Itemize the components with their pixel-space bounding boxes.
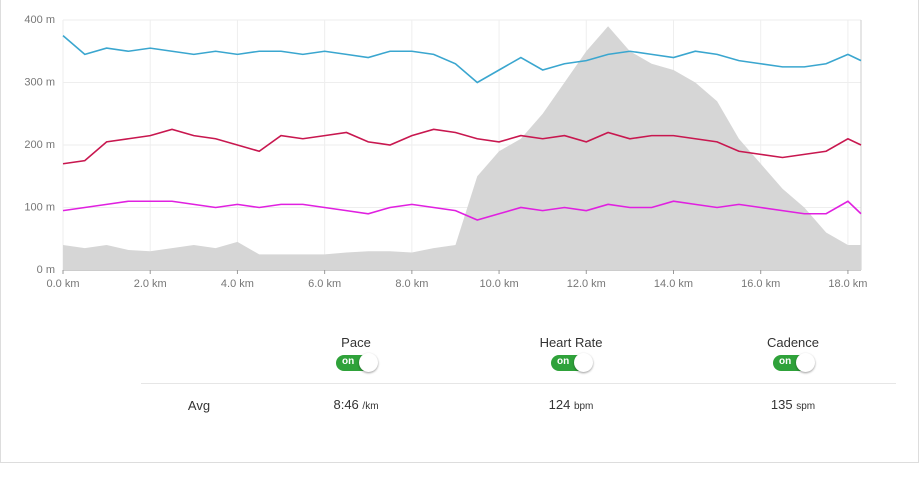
y-tick-label: 0 m <box>37 264 55 276</box>
y-tick-label: 200 m <box>24 139 55 151</box>
value: 124 <box>548 397 571 412</box>
series-line <box>62 35 862 84</box>
summary-value: 135 spm <box>771 397 815 412</box>
chart: 0 m 100 m 200 m 300 m 400 m 0.0 km 2.0 km 4.0 k… <box>24 14 867 290</box>
toggle-knob <box>796 353 815 372</box>
x-tick-label: 16.0 km <box>741 278 780 290</box>
toggle-knob <box>574 353 593 372</box>
unit: bpm <box>573 401 594 412</box>
summary-label: Avg <box>187 398 211 413</box>
y-tick-label: 300 m <box>24 76 55 88</box>
x-tick-label: 10.0 km <box>479 278 518 290</box>
summary-value: 124 bpm <box>549 397 594 412</box>
toggle[interactable]: on <box>773 353 815 372</box>
toggle-state: on <box>342 356 355 367</box>
x-tick-label: 0.0 km <box>46 278 79 290</box>
toggle-knob <box>359 353 378 372</box>
elevation-area <box>63 26 861 270</box>
unit: /km <box>362 401 379 412</box>
x-tick-label: 12.0 km <box>567 278 606 290</box>
toggle-state: on <box>557 356 570 367</box>
separator <box>141 383 896 384</box>
toggle-label: Heart Rate <box>539 335 603 350</box>
series-line <box>62 200 862 221</box>
toggle-label: Cadence <box>766 335 820 350</box>
toggle-label: Pace <box>341 335 371 350</box>
toggle[interactable]: on <box>551 353 593 372</box>
x-tick-label: 8.0 km <box>395 278 428 290</box>
summary-value: 8:46 /km <box>333 397 378 412</box>
toggle[interactable]: on <box>336 353 378 372</box>
x-tick-label: 14.0 km <box>654 278 693 290</box>
toggle-state: on <box>779 356 792 367</box>
x-tick-label: 2.0 km <box>134 278 167 290</box>
value: 8:46 <box>333 397 359 412</box>
x-tick-label: 6.0 km <box>308 278 341 290</box>
series-line <box>62 128 862 165</box>
activity-card: 0 m 100 m 200 m 300 m 400 m 0.0 km 2.0 km 4.0 k… <box>0 0 919 463</box>
x-tick-label: 18.0 km <box>828 278 867 290</box>
unit: spm <box>796 401 816 412</box>
y-tick-label: 100 m <box>24 201 55 213</box>
y-tick-label: 400 m <box>24 14 55 26</box>
value: 135 <box>770 397 793 412</box>
x-tick-label: 4.0 km <box>221 278 254 290</box>
